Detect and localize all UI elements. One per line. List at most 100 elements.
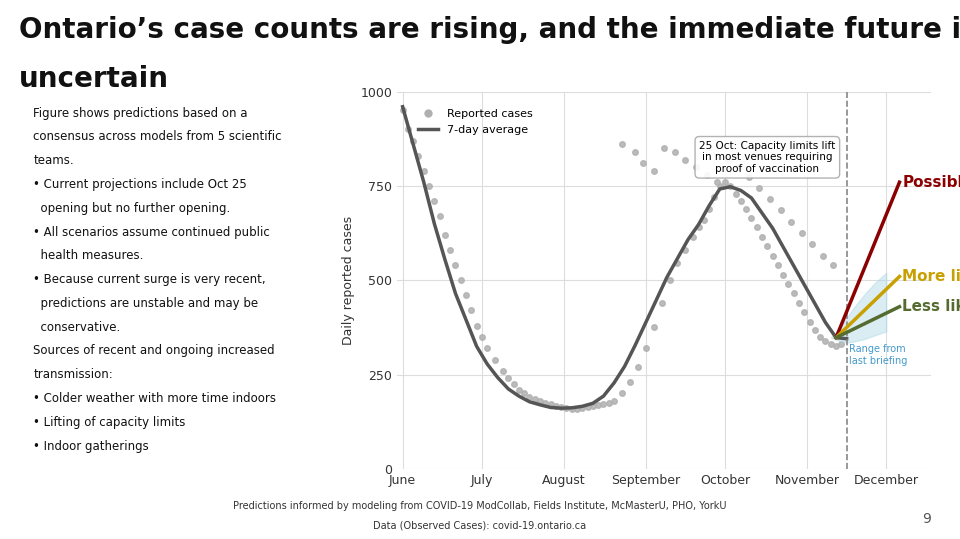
Point <box>543 400 559 409</box>
Text: Ontario’s case counts are rising, and the immediate future is: Ontario’s case counts are rising, and th… <box>19 16 960 44</box>
Text: teams.: teams. <box>34 154 74 167</box>
Point <box>833 340 849 349</box>
Point <box>717 178 732 186</box>
Point <box>443 246 458 254</box>
Point <box>783 217 799 226</box>
Point <box>773 206 788 215</box>
Text: uncertain: uncertain <box>19 65 169 93</box>
Point <box>755 232 770 241</box>
Point <box>707 193 722 202</box>
Text: More likely: More likely <box>902 269 960 284</box>
Point <box>596 400 612 409</box>
Text: • Current projections include Oct 25: • Current projections include Oct 25 <box>34 178 247 191</box>
Text: consensus across models from 5 scientific: consensus across models from 5 scientifi… <box>34 130 282 143</box>
Point <box>437 231 452 239</box>
Point <box>458 291 473 300</box>
Point <box>828 342 844 351</box>
Point <box>661 276 677 285</box>
Point <box>575 404 590 412</box>
Point <box>480 344 495 353</box>
Text: conservative.: conservative. <box>34 321 121 334</box>
Legend: Reported cases, 7-day average: Reported cases, 7-day average <box>414 105 537 139</box>
Point <box>797 308 812 317</box>
Point <box>812 333 828 341</box>
Point <box>709 178 725 186</box>
Point <box>416 167 431 175</box>
Point <box>804 240 820 248</box>
Point <box>421 182 437 190</box>
Point <box>622 378 637 386</box>
Point <box>580 402 595 411</box>
Point <box>667 148 683 156</box>
Point <box>685 232 701 241</box>
Point <box>738 204 754 213</box>
Point <box>728 189 743 198</box>
Point <box>512 385 527 394</box>
Text: transmission:: transmission: <box>34 368 113 381</box>
Point <box>638 344 654 353</box>
Point <box>826 261 841 270</box>
Point <box>759 242 775 251</box>
Point <box>794 229 809 237</box>
Point <box>501 374 516 383</box>
Point <box>776 270 791 279</box>
Point <box>720 155 735 164</box>
Point <box>702 204 717 213</box>
Point <box>752 183 767 192</box>
Point <box>488 355 503 364</box>
Point <box>818 337 833 345</box>
Point <box>506 379 521 388</box>
Point <box>495 367 511 375</box>
Text: 9: 9 <box>923 512 931 526</box>
Point <box>601 398 616 407</box>
Point <box>453 276 468 285</box>
Point <box>614 389 630 398</box>
Point <box>405 136 420 145</box>
Point <box>723 182 738 190</box>
Point <box>765 251 780 260</box>
Point <box>590 400 606 409</box>
Point <box>432 212 447 220</box>
Point <box>554 402 569 411</box>
Point <box>791 299 806 307</box>
Point <box>447 261 463 270</box>
Text: Predictions informed by modeling from COVID-19 ModCollab, Fields Institute, McMa: Predictions informed by modeling from CO… <box>233 501 727 512</box>
Text: • Colder weather with more time indoors: • Colder weather with more time indoors <box>34 392 276 405</box>
Point <box>696 216 711 224</box>
Point <box>607 397 622 405</box>
Point <box>770 261 785 270</box>
Point <box>533 397 548 405</box>
Text: Possible: Possible <box>902 175 960 190</box>
Point <box>749 223 764 232</box>
Point <box>646 323 661 331</box>
Text: predictions are unstable and may be: predictions are unstable and may be <box>34 297 258 310</box>
Point <box>780 280 796 288</box>
Point <box>411 151 426 160</box>
Point <box>527 395 542 403</box>
Point <box>538 398 553 407</box>
Point <box>688 163 704 171</box>
Point <box>646 167 661 175</box>
Text: opening but no further opening.: opening but no further opening. <box>34 202 230 215</box>
Point <box>395 106 410 115</box>
Point <box>654 299 669 307</box>
Point <box>741 172 756 181</box>
Point <box>586 401 601 410</box>
Point <box>569 405 585 413</box>
Point <box>823 340 838 349</box>
Point <box>559 404 574 412</box>
Point <box>815 251 830 260</box>
Point <box>678 155 693 164</box>
Point <box>786 289 802 298</box>
Text: • All scenarios assume continued public: • All scenarios assume continued public <box>34 225 270 239</box>
Point <box>630 363 645 371</box>
Text: Data (Observed Cases): covid-19.ontario.ca: Data (Observed Cases): covid-19.ontario.… <box>373 520 587 530</box>
Text: health measures.: health measures. <box>34 250 144 262</box>
Point <box>762 195 778 204</box>
Point <box>400 125 416 134</box>
Text: Figure shows predictions based on a: Figure shows predictions based on a <box>34 107 248 120</box>
Point <box>468 321 484 330</box>
Point <box>712 182 728 190</box>
Point <box>474 333 490 341</box>
Point <box>699 170 714 179</box>
